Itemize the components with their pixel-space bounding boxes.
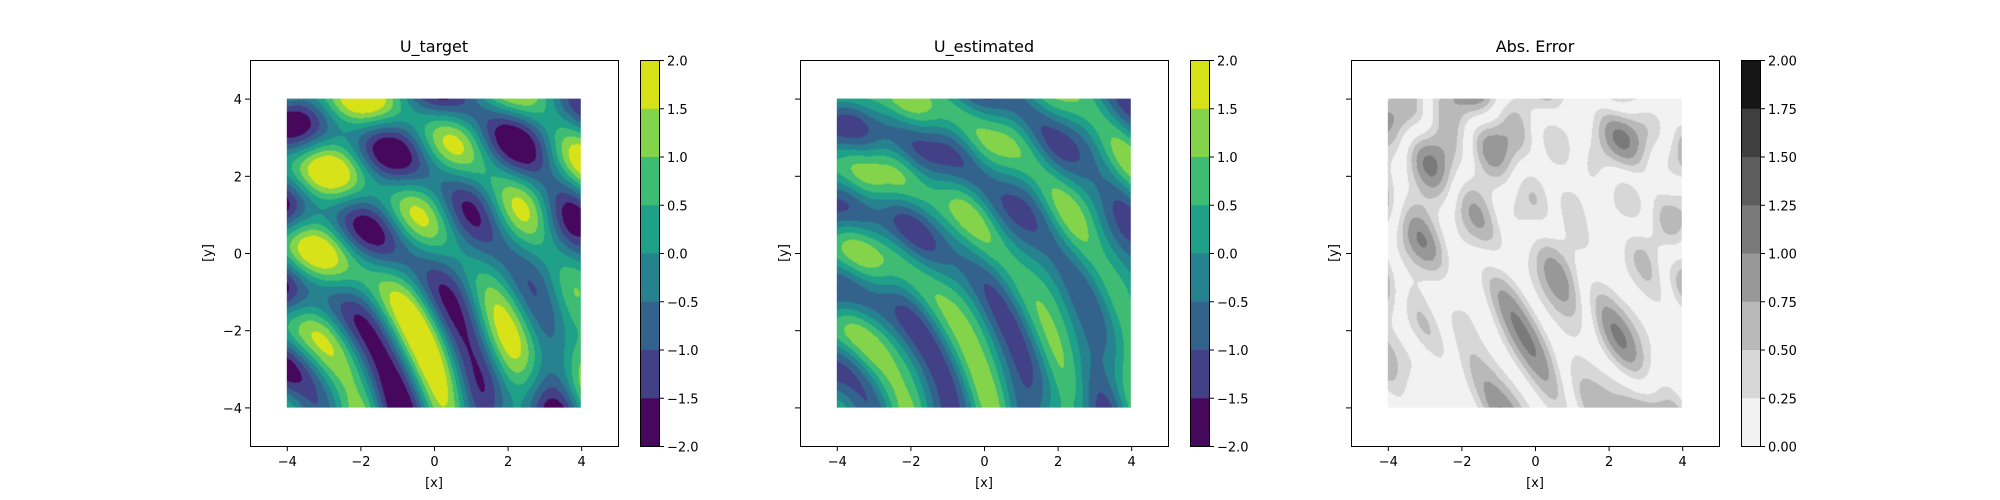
colorbar-band (640, 60, 659, 109)
x-tick-label: 2 (1605, 455, 1613, 470)
x-tick-label: 0 (1531, 455, 1539, 470)
panel-title: U_estimated (934, 37, 1034, 57)
panel-abs-error: Abs. Error −4 −2 0 2 4 [x] [y] 0.000.250.500… (1327, 37, 1797, 491)
y-tick-label: 2 (234, 170, 242, 185)
colorbar-tick-label: 1.5 (667, 103, 688, 118)
colorbar-band (1741, 156, 1760, 206)
colorbar-band (1741, 301, 1760, 350)
y-tick-label: −4 (223, 402, 242, 417)
panel-title: U_target (400, 37, 468, 57)
heatmap-field (1387, 98, 1682, 408)
colorbar-tick-label: 1.75 (1768, 103, 1797, 118)
colorbar: −2.0 −1.5 −1.0 −0.5 0.0 0.5 1.0 1.5 2.0 (640, 55, 699, 456)
y-tick-label: 4 (234, 93, 242, 108)
colorbar-tick-label: −1.5 (667, 392, 699, 407)
x-axis-label: [x] (425, 476, 443, 491)
x-tick-label: −2 (351, 455, 370, 470)
colorbar-tick-label: −1.5 (1217, 392, 1249, 407)
colorbar-band (1190, 204, 1209, 254)
x-axis-label: [x] (975, 476, 993, 491)
colorbar-band (1190, 60, 1209, 109)
colorbar-tick-label: 0.00 (1768, 441, 1797, 456)
panel-u-target: U_target −4 −2 0 2 4 −4 −2 0 2 4 [x] [y] −2.0 −1.… (201, 37, 699, 491)
colorbar-band (1741, 204, 1760, 254)
colorbar-tick-label: 0.5 (667, 199, 688, 214)
colorbar-tick-label: −0.5 (667, 296, 699, 311)
colorbar-tick-label: 1.5 (1217, 103, 1238, 118)
panel-u-estimated: U_estimated −4 −2 0 2 4 [x] [y] −2.0 −1.5 −1.0… (777, 37, 1249, 491)
y-axis-label: [y] (1327, 244, 1342, 262)
colorbar-band (640, 349, 659, 399)
colorbar-band (1190, 397, 1209, 447)
colorbar-tick-label: 2.00 (1768, 55, 1797, 70)
colorbar-band (640, 301, 659, 350)
colorbar-band (1190, 156, 1209, 206)
colorbar-tick-label: 0.0 (1217, 248, 1238, 263)
panel-title: Abs. Error (1496, 37, 1575, 56)
colorbar-tick-label: 2.0 (667, 55, 688, 70)
colorbar-band (640, 397, 659, 447)
x-tick-label: −4 (828, 455, 847, 470)
colorbar-band (1741, 397, 1760, 447)
colorbar-tick-label: 1.0 (667, 151, 688, 166)
colorbar-tick-label: 1.50 (1768, 151, 1797, 166)
heatmap-image (1387, 98, 1682, 408)
x-tick-label: 4 (578, 455, 586, 470)
y-axis-label: [y] (201, 244, 216, 262)
heatmap-field (836, 98, 1131, 408)
colorbar-tick-label: 0.50 (1768, 344, 1797, 359)
colorbar: 0.00 0.25 0.50 0.75 1.00 1.25 1.50 1.75 2.00 (1741, 55, 1797, 456)
x-tick-label: 0 (980, 455, 988, 470)
colorbar-band (1190, 253, 1209, 302)
x-axis-label: [x] (1526, 476, 1544, 491)
y-axis-label: [y] (777, 244, 792, 262)
colorbar-band (1741, 108, 1760, 157)
heatmap-image (286, 98, 581, 408)
y-tick-label: −2 (223, 325, 242, 340)
colorbar-tick-label: 1.25 (1768, 199, 1797, 214)
colorbar: −2.0 −1.5 −1.0 −0.5 0.0 0.5 1.0 1.5 2.0 (1190, 55, 1249, 456)
x-tick-label: −2 (1452, 455, 1471, 470)
colorbar-tick-label: −0.5 (1217, 296, 1249, 311)
colorbar-band (1741, 253, 1760, 302)
y-tick-label: 0 (234, 248, 242, 263)
colorbar-band (640, 204, 659, 254)
x-tick-label: 2 (504, 455, 512, 470)
heatmap-field (286, 98, 581, 408)
colorbar-band (1741, 60, 1760, 109)
x-tick-label: −4 (1379, 455, 1398, 470)
colorbar-band (640, 156, 659, 206)
x-tick-label: 2 (1054, 455, 1062, 470)
colorbar-band (1190, 301, 1209, 350)
colorbar-tick-label: −2.0 (667, 441, 699, 456)
colorbar-tick-label: 2.0 (1217, 55, 1238, 70)
colorbar-band (1741, 349, 1760, 399)
colorbar-tick-label: 0.0 (667, 248, 688, 263)
colorbar-band (640, 253, 659, 302)
colorbar-tick-label: −1.0 (667, 344, 699, 359)
x-tick-label: 0 (430, 455, 438, 470)
colorbar-band (640, 108, 659, 157)
colorbar-tick-label: −2.0 (1217, 441, 1249, 456)
x-tick-label: 4 (1679, 455, 1687, 470)
x-tick-label: 4 (1128, 455, 1136, 470)
colorbar-tick-label: 0.5 (1217, 199, 1238, 214)
colorbar-tick-label: 0.25 (1768, 392, 1797, 407)
x-tick-label: −4 (278, 455, 297, 470)
colorbar-tick-label: 1.0 (1217, 151, 1238, 166)
colorbar-band (1190, 349, 1209, 399)
heatmap-image (836, 98, 1131, 408)
colorbar-band (1190, 108, 1209, 157)
x-tick-label: −2 (901, 455, 920, 470)
colorbar-tick-label: 0.75 (1768, 296, 1797, 311)
colorbar-tick-label: −1.0 (1217, 344, 1249, 359)
colorbar-tick-label: 1.00 (1768, 248, 1797, 263)
